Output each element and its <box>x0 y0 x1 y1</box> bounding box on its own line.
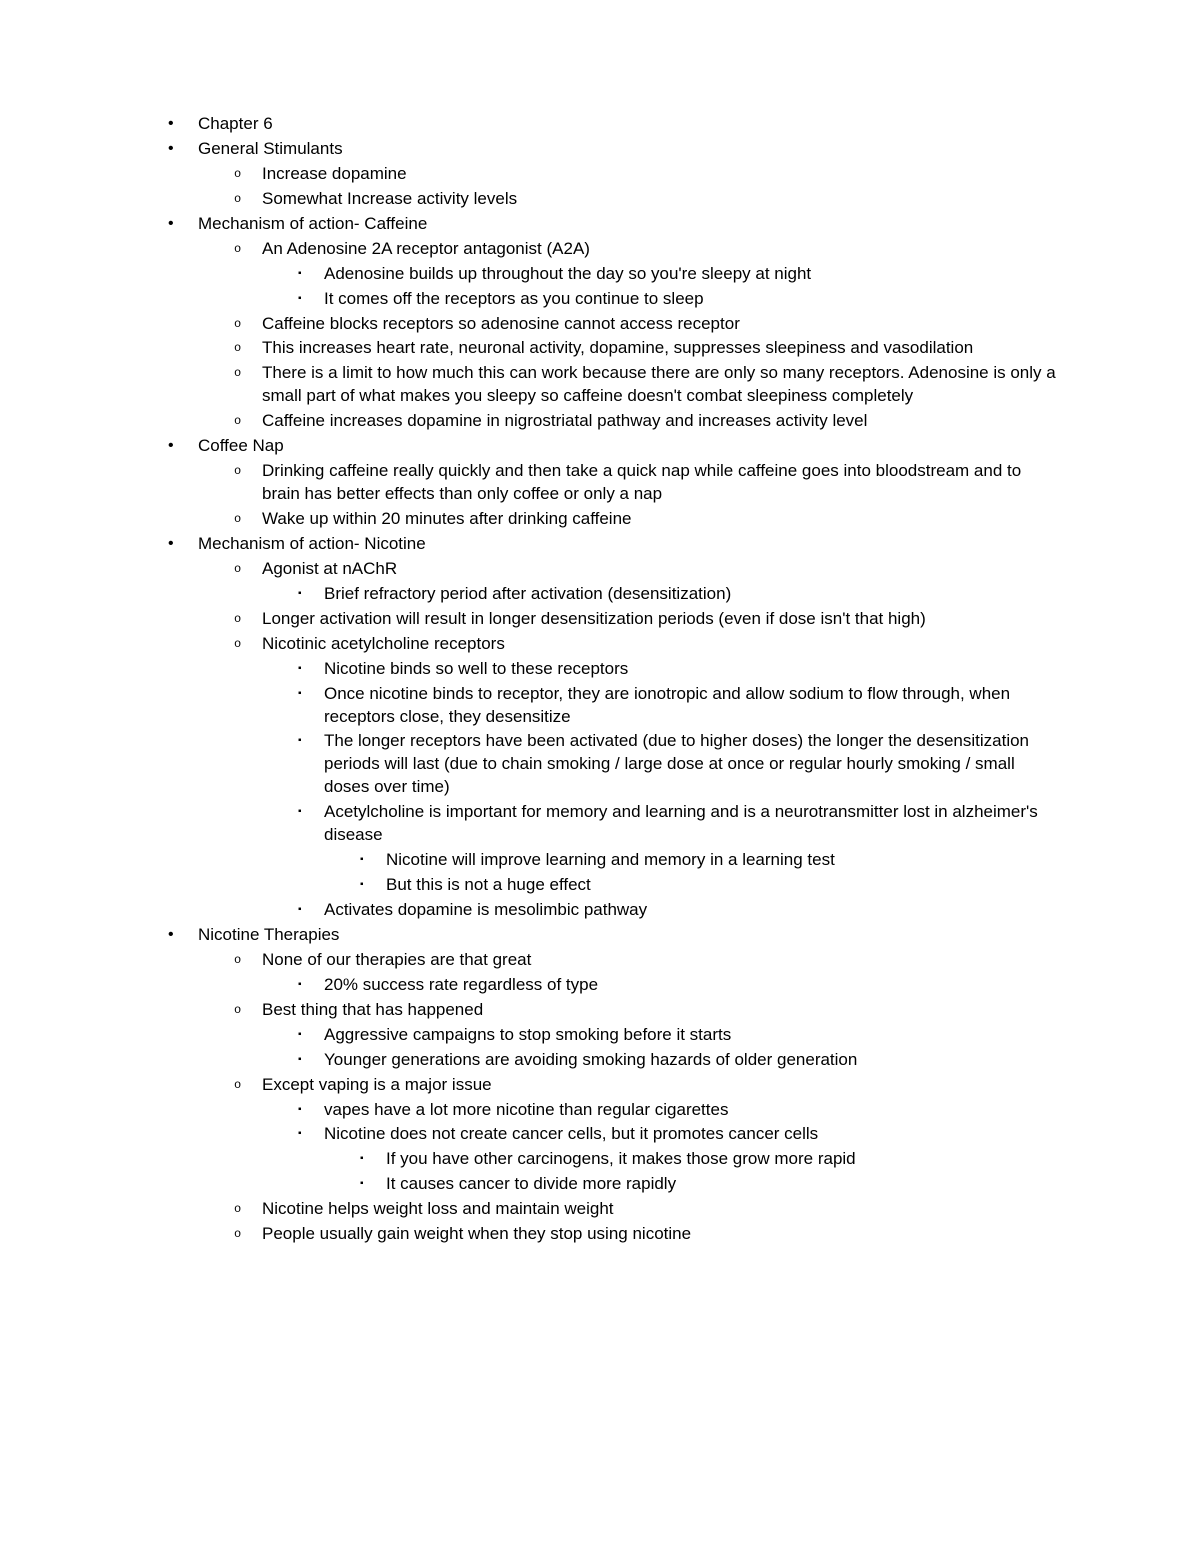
list-item: Somewhat Increase activity levels <box>234 188 1060 211</box>
sublist: Aggressive campaigns to stop smoking bef… <box>262 1024 1060 1072</box>
list-item-text: The longer receptors have been activated… <box>324 731 1029 796</box>
list-item-text: It comes off the receptors as you contin… <box>324 289 704 308</box>
list-item: This increases heart rate, neuronal acti… <box>234 337 1060 360</box>
list-item: Longer activation will result in longer … <box>234 608 1060 631</box>
list-item: None of our therapies are that great 20% … <box>234 949 1060 997</box>
list-item-text: vapes have a lot more nicotine than regu… <box>324 1100 728 1119</box>
list-item: Nicotine Therapies None of our therapies … <box>168 924 1060 1246</box>
sublist: Agonist at nAChR Brief refractory period … <box>198 558 1060 922</box>
list-item-text: Longer activation will result in longer … <box>262 609 926 628</box>
sublist: vapes have a lot more nicotine than regu… <box>262 1099 1060 1197</box>
list-item-text: Brief refractory period after activation… <box>324 584 731 603</box>
list-item-text: An Adenosine 2A receptor antagonist (A2A… <box>262 239 590 258</box>
list-item-text: Acetylcholine is important for memory an… <box>324 802 1038 844</box>
list-item: It comes off the receptors as you contin… <box>298 288 1060 311</box>
list-item-text: Caffeine increases dopamine in nigrostri… <box>262 411 867 430</box>
sublist: 20% success rate regardless of type <box>262 974 1060 997</box>
sublist: Drinking caffeine really quickly and the… <box>198 460 1060 531</box>
list-item: Nicotine helps weight loss and maintain … <box>234 1198 1060 1221</box>
list-item-text: People usually gain weight when they sto… <box>262 1224 691 1243</box>
list-item: Best thing that has happened Aggressive c… <box>234 999 1060 1072</box>
list-item-text: Caffeine blocks receptors so adenosine c… <box>262 314 740 333</box>
list-item-text: Aggressive campaigns to stop smoking bef… <box>324 1025 731 1044</box>
sublist: Increase dopamine Somewhat Increase activ… <box>198 163 1060 211</box>
list-item: Younger generations are avoiding smoking… <box>298 1049 1060 1072</box>
list-item: Nicotine does not create cancer cells, b… <box>298 1123 1060 1196</box>
list-item: Activates dopamine is mesolimbic pathway <box>298 899 1060 922</box>
sublist: Adenosine builds up throughout the day s… <box>262 263 1060 311</box>
list-item: Increase dopamine <box>234 163 1060 186</box>
list-item-text: This increases heart rate, neuronal acti… <box>262 338 973 357</box>
list-item: Nicotinic acetylcholine receptors Nicotin… <box>234 633 1060 922</box>
list-item-text: Mechanism of action- Nicotine <box>198 534 426 553</box>
list-item: Except vaping is a major issue vapes have… <box>234 1074 1060 1197</box>
outline-root: Chapter 6 General Stimulants Increase dopa… <box>140 113 1060 1246</box>
list-item-text: Nicotine binds so well to these receptor… <box>324 659 628 678</box>
list-item-text: None of our therapies are that great <box>262 950 531 969</box>
list-item: Adenosine builds up throughout the day s… <box>298 263 1060 286</box>
list-item: If you have other carcinogens, it makes … <box>360 1148 1060 1171</box>
list-item-text: Somewhat Increase activity levels <box>262 189 517 208</box>
list-item: Nicotine will improve learning and memor… <box>360 849 1060 872</box>
list-item: Once nicotine binds to receptor, they ar… <box>298 683 1060 729</box>
list-item: The longer receptors have been activated… <box>298 730 1060 799</box>
list-item: Mechanism of action- Caffeine An Adenosin… <box>168 213 1060 433</box>
list-item-text: Mechanism of action- Caffeine <box>198 214 427 233</box>
document-page: Chapter 6 General Stimulants Increase dopa… <box>0 0 1200 1553</box>
list-item: Wake up within 20 minutes after drinking… <box>234 508 1060 531</box>
list-item-text: 20% success rate regardless of type <box>324 975 598 994</box>
list-item: Nicotine binds so well to these receptor… <box>298 658 1060 681</box>
list-item: It causes cancer to divide more rapidly <box>360 1173 1060 1196</box>
list-item-text: Once nicotine binds to receptor, they ar… <box>324 684 1010 726</box>
list-item: Mechanism of action- Nicotine Agonist at … <box>168 533 1060 922</box>
sublist: Nicotine will improve learning and memor… <box>324 849 1060 897</box>
list-item: An Adenosine 2A receptor antagonist (A2A… <box>234 238 1060 311</box>
list-item: Caffeine blocks receptors so adenosine c… <box>234 313 1060 336</box>
list-item: vapes have a lot more nicotine than regu… <box>298 1099 1060 1122</box>
list-item-text: Younger generations are avoiding smoking… <box>324 1050 857 1069</box>
list-item: Aggressive campaigns to stop smoking bef… <box>298 1024 1060 1047</box>
list-item-text: Best thing that has happened <box>262 1000 483 1019</box>
list-item: Chapter 6 <box>168 113 1060 136</box>
list-item: There is a limit to how much this can wo… <box>234 362 1060 408</box>
list-item-text: Agonist at nAChR <box>262 559 397 578</box>
list-item-text: But this is not a huge effect <box>386 875 591 894</box>
list-item-text: If you have other carcinogens, it makes … <box>386 1149 856 1168</box>
list-item-text: Adenosine builds up throughout the day s… <box>324 264 811 283</box>
list-item: People usually gain weight when they sto… <box>234 1223 1060 1246</box>
list-item: Coffee Nap Drinking caffeine really quick… <box>168 435 1060 531</box>
list-item: General Stimulants Increase dopamine Somew… <box>168 138 1060 211</box>
list-item-text: Drinking caffeine really quickly and the… <box>262 461 1021 503</box>
list-item-text: Increase dopamine <box>262 164 407 183</box>
list-item: Caffeine increases dopamine in nigrostri… <box>234 410 1060 433</box>
list-item-text: Wake up within 20 minutes after drinking… <box>262 509 631 528</box>
list-item-text: Nicotine does not create cancer cells, b… <box>324 1124 818 1143</box>
list-item-text: General Stimulants <box>198 139 343 158</box>
list-item-text: Nicotine Therapies <box>198 925 339 944</box>
list-item-text: Chapter 6 <box>198 114 273 133</box>
sublist: An Adenosine 2A receptor antagonist (A2A… <box>198 238 1060 434</box>
sublist: Nicotine binds so well to these receptor… <box>262 658 1060 922</box>
sublist: Brief refractory period after activation… <box>262 583 1060 606</box>
list-item-text: Nicotinic acetylcholine receptors <box>262 634 505 653</box>
list-item: Agonist at nAChR Brief refractory period … <box>234 558 1060 606</box>
list-item: But this is not a huge effect <box>360 874 1060 897</box>
list-item-text: Nicotine will improve learning and memor… <box>386 850 835 869</box>
sublist: None of our therapies are that great 20% … <box>198 949 1060 1246</box>
list-item-text: Nicotine helps weight loss and maintain … <box>262 1199 614 1218</box>
list-item-text: There is a limit to how much this can wo… <box>262 363 1056 405</box>
list-item-text: Activates dopamine is mesolimbic pathway <box>324 900 647 919</box>
list-item-text: Except vaping is a major issue <box>262 1075 492 1094</box>
list-item: Drinking caffeine really quickly and the… <box>234 460 1060 506</box>
sublist: If you have other carcinogens, it makes … <box>324 1148 1060 1196</box>
list-item-text: Coffee Nap <box>198 436 284 455</box>
list-item: Acetylcholine is important for memory an… <box>298 801 1060 897</box>
list-item-text: It causes cancer to divide more rapidly <box>386 1174 676 1193</box>
list-item: Brief refractory period after activation… <box>298 583 1060 606</box>
list-item: 20% success rate regardless of type <box>298 974 1060 997</box>
